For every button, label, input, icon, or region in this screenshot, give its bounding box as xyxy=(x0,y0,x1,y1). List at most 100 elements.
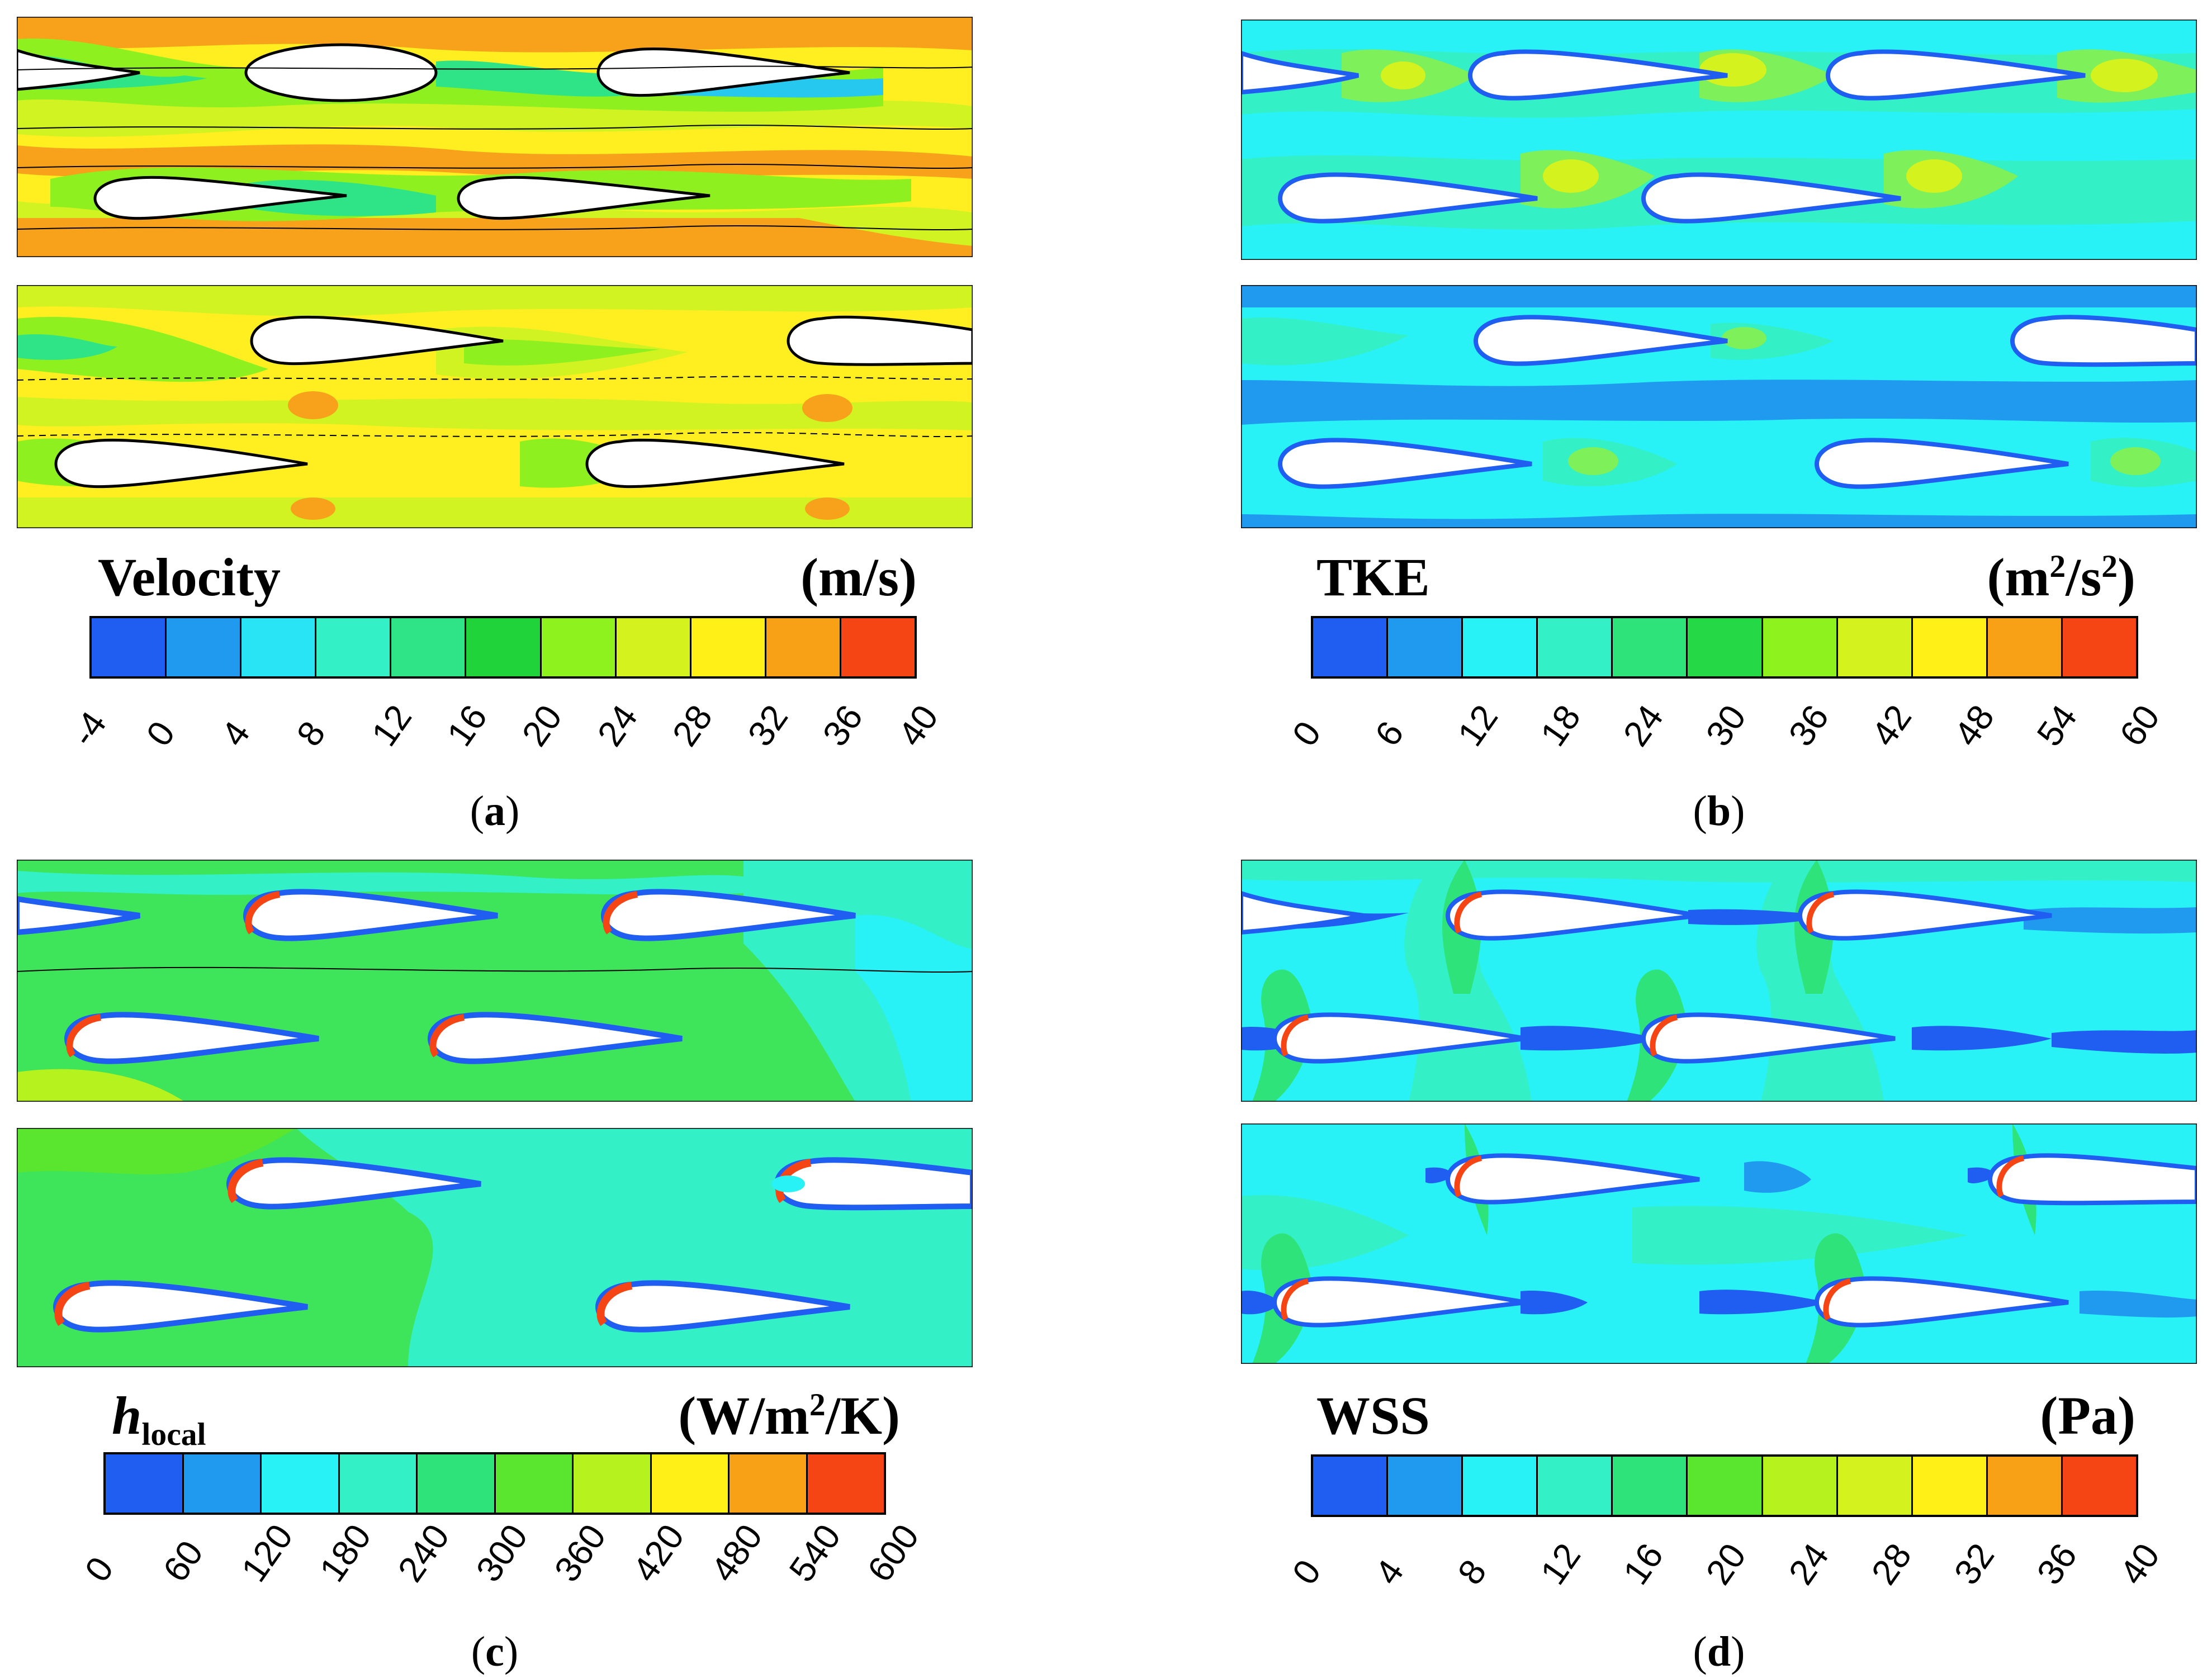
colorbar-tick-label: 18 xyxy=(1532,698,1589,753)
wss-contour-top xyxy=(1241,860,2197,1102)
colorbar-tick-label: 20 xyxy=(514,698,570,753)
colorbar-segment xyxy=(339,1454,418,1513)
tke-colorbar xyxy=(1311,616,2138,679)
colorbar-segment xyxy=(541,618,617,676)
colorbar-tick-label: 8 xyxy=(288,714,333,753)
colorbar-segment xyxy=(1388,1457,1463,1515)
hlocal-contour-bottom xyxy=(17,1128,973,1367)
colorbar-segment xyxy=(1538,618,1613,676)
colorbar-tick-label: 60 xyxy=(155,1533,211,1589)
colorbar-segment xyxy=(2062,618,2137,676)
hlocal-title: hlocal xyxy=(112,1386,206,1453)
colorbar-tick-label: 360 xyxy=(546,1516,614,1589)
hlocal-contour-top xyxy=(17,860,973,1102)
colorbar-segment xyxy=(391,618,467,676)
colorbar-segment xyxy=(1837,1457,1913,1515)
colorbar-segment xyxy=(1987,1457,2063,1515)
colorbar-segment xyxy=(106,1454,184,1513)
colorbar-tick-label: 12 xyxy=(1450,698,1506,753)
colorbar-tick-label: 120 xyxy=(233,1516,301,1589)
colorbar-segment xyxy=(167,618,242,676)
caption-b: (b) xyxy=(1693,788,1745,835)
colorbar-segment xyxy=(466,618,542,676)
colorbar-tick-label: 24 xyxy=(1615,698,1671,753)
colorbar-tick-label: 0 xyxy=(77,1549,121,1589)
wss-contour-bottom xyxy=(1241,1124,2197,1364)
colorbar-tick-label: 180 xyxy=(311,1516,379,1589)
tke-title: TKE xyxy=(1316,547,1430,607)
colorbar-tick-label: 40 xyxy=(2111,1536,2168,1592)
colorbar-tick-label: 4 xyxy=(213,714,258,753)
colorbar-tick-label: 40 xyxy=(890,698,946,753)
colorbar-segment xyxy=(262,1454,340,1513)
colorbar-tick-label: 420 xyxy=(624,1516,692,1589)
wss-title: WSS xyxy=(1316,1386,1430,1445)
colorbar-tick-label: 12 xyxy=(363,698,420,753)
colorbar-segment xyxy=(1688,618,1763,676)
caption-c: (c) xyxy=(471,1628,519,1675)
colorbar-tick-label: 54 xyxy=(2029,698,2085,753)
colorbar-segment xyxy=(691,618,766,676)
tke-contour-bottom xyxy=(1241,285,2197,528)
tke-contour-top xyxy=(1241,20,2197,260)
colorbar-tick-label: 20 xyxy=(1698,1536,1754,1592)
colorbar-tick-label: 24 xyxy=(1780,1536,1837,1592)
colorbar-segment xyxy=(1613,1457,1688,1515)
colorbar-tick-label: 42 xyxy=(1863,698,1920,753)
hlocal-unit: (W/m2/K) xyxy=(678,1386,900,1445)
colorbar-tick-label: -4 xyxy=(63,704,115,753)
colorbar-tick-label: 60 xyxy=(2111,698,2168,753)
colorbar-tick-label: 600 xyxy=(859,1516,927,1589)
caption-d: (d) xyxy=(1693,1628,1745,1675)
colorbar-tick-label: 6 xyxy=(1367,714,1411,753)
colorbar-tick-label: 36 xyxy=(1780,698,1837,753)
colorbar-segment xyxy=(1463,1457,1538,1515)
colorbar-segment xyxy=(418,1454,496,1513)
colorbar-segment xyxy=(807,1454,884,1513)
colorbar-segment xyxy=(1463,618,1538,676)
colorbar-segment xyxy=(495,1454,574,1513)
tke-unit: (m2/s2) xyxy=(1987,547,2135,607)
colorbar-tick-label: 480 xyxy=(703,1516,770,1589)
colorbar-segment xyxy=(316,618,392,676)
colorbar-tick-label: 30 xyxy=(1698,698,1754,753)
colorbar-tick-label: 12 xyxy=(1532,1536,1589,1592)
colorbar-segment xyxy=(616,618,691,676)
colorbar-segment xyxy=(1987,618,2063,676)
colorbar-tick-label: 0 xyxy=(1284,714,1329,753)
colorbar-tick-label: 240 xyxy=(390,1516,457,1589)
colorbar-segment xyxy=(2062,1457,2137,1515)
caption-a: (a) xyxy=(470,788,520,835)
colorbar-segment xyxy=(1688,1457,1763,1515)
colorbar-segment xyxy=(1613,618,1688,676)
velocity-unit: (m/s) xyxy=(801,547,917,607)
colorbar-tick-label: 36 xyxy=(2029,1536,2085,1592)
colorbar-tick-label: 0 xyxy=(138,714,183,753)
colorbar-tick-label: 28 xyxy=(1863,1536,1920,1592)
wss-unit: (Pa) xyxy=(2040,1386,2135,1445)
colorbar-tick-label: 300 xyxy=(468,1516,536,1589)
colorbar-tick-label: 16 xyxy=(439,698,495,753)
colorbar-tick-label: 48 xyxy=(1946,698,2002,753)
colorbar-segment xyxy=(651,1454,730,1513)
colorbar-segment xyxy=(1763,618,1838,676)
colorbar-segment xyxy=(183,1454,262,1513)
colorbar-tick-label: 0 xyxy=(1284,1552,1329,1592)
colorbar-tick-label: 16 xyxy=(1615,1536,1671,1592)
colorbar-tick-label: 24 xyxy=(589,698,646,753)
colorbar-segment xyxy=(574,1454,652,1513)
hlocal-colorbar xyxy=(103,1452,886,1515)
colorbar-segment xyxy=(1763,1457,1838,1515)
colorbar-segment xyxy=(1313,1457,1389,1515)
velocity-colorbar xyxy=(89,616,917,679)
colorbar-tick-label: 32 xyxy=(1946,1536,2002,1592)
colorbar-segment xyxy=(1837,618,1913,676)
colorbar-segment xyxy=(1912,618,1988,676)
colorbar-segment xyxy=(766,618,841,676)
velocity-contour-top xyxy=(17,17,973,257)
colorbar-tick-label: 32 xyxy=(740,698,796,753)
colorbar-segment xyxy=(92,618,167,676)
colorbar-segment xyxy=(841,618,915,676)
colorbar-segment xyxy=(1388,618,1463,676)
colorbar-tick-label: 28 xyxy=(664,698,721,753)
